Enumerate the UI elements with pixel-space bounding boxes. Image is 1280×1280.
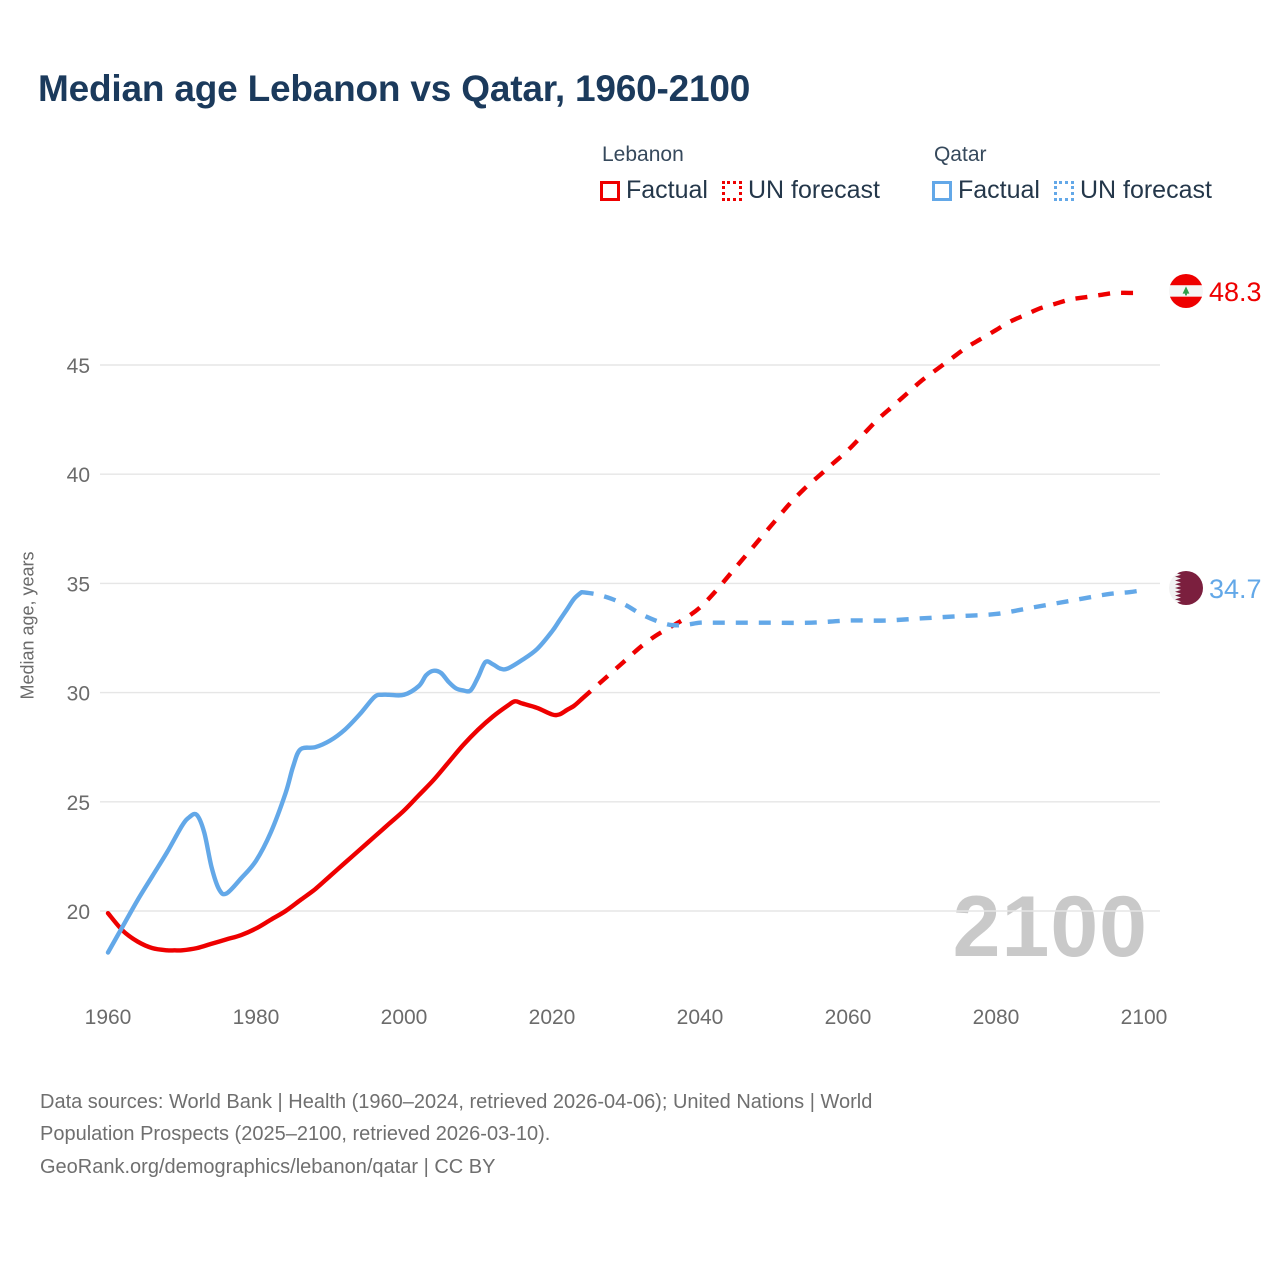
legend-row-qatar: Factual UN forecast [931, 176, 1212, 205]
chart-legend: Lebanon Factual UN forecast Qatar Factua… [600, 143, 1212, 205]
legend-label-qatar-forecast: UN forecast [1079, 176, 1212, 204]
y-tick-label: 20 [67, 901, 90, 924]
legend-swatch-solid-icon [600, 180, 620, 201]
gridlines [100, 364, 1160, 912]
legend-item-lebanon-factual[interactable]: Factual [600, 176, 708, 205]
legend-group-title-lebanon: Lebanon [602, 143, 684, 166]
y-axis-ticks: 20 25 30 35 40 45 [67, 355, 90, 924]
x-tick-label: 2020 [529, 1006, 576, 1029]
lebanon-flag-icon [1169, 274, 1203, 308]
x-tick-label: 1980 [233, 1006, 280, 1029]
y-tick-label: 35 [67, 573, 90, 596]
legend-group-qatar: Qatar Factual UN forecast [931, 143, 1212, 205]
x-tick-label: 2080 [973, 1006, 1020, 1029]
x-tick-label: 1960 [85, 1006, 132, 1029]
legend-label-lebanon-forecast: UN forecast [747, 176, 880, 204]
chart-plot-area: 20 25 30 35 40 45 1960 1980 2000 2020 2040 2060 208… [67, 274, 1262, 1029]
legend-group-lebanon: Lebanon Factual UN forecast [600, 143, 880, 205]
legend-item-lebanon-forecast[interactable]: UN forecast [721, 176, 880, 205]
legend-label-lebanon-factual: Factual [626, 176, 708, 204]
end-markers: 48.3 34.7 [1169, 274, 1262, 605]
footer-line-2: Population Prospects (2025–2100, retriev… [40, 1123, 551, 1146]
series-line-factual-qatar [105, 589, 584, 955]
y-tick-label: 25 [67, 792, 90, 815]
end-value-qatar: 34.7 [1209, 574, 1262, 604]
footer-line-3: GeoRank.org/demographics/lebanon/qatar |… [40, 1155, 496, 1178]
end-value-lebanon: 48.3 [1209, 277, 1262, 307]
x-tick-label: 2000 [381, 1006, 428, 1029]
legend-swatch-dotted-icon [1053, 180, 1074, 201]
qatar-flag-icon [1169, 571, 1203, 605]
x-tick-label: 2100 [1121, 1006, 1168, 1029]
series-line-factual-lebanon [105, 696, 584, 953]
legend-swatch-solid-icon [931, 180, 952, 201]
footer-line-1: Data sources: World Bank | Health (1960–… [40, 1091, 873, 1113]
y-tick-label: 30 [67, 683, 90, 706]
x-tick-label: 2060 [825, 1006, 872, 1029]
legend-item-qatar-forecast[interactable]: UN forecast [1053, 176, 1212, 205]
x-axis-ticks: 1960 1980 2000 2020 2040 2060 2080 2100 [85, 1006, 1168, 1029]
series-line-forecast-lebanon [580, 290, 1144, 701]
year-watermark: 2100 [952, 879, 1148, 975]
page-title: Median age Lebanon vs Qatar, 1960-2100 [38, 68, 751, 109]
legend-item-qatar-factual[interactable]: Factual [931, 176, 1040, 205]
legend-swatch-dotted-icon [721, 180, 742, 201]
series-line-forecast-qatar [581, 587, 1145, 628]
data-series [105, 290, 1145, 955]
y-tick-label: 40 [67, 464, 90, 487]
legend-row-lebanon: Factual UN forecast [600, 176, 880, 205]
legend-label-qatar-factual: Factual [957, 176, 1040, 204]
footer-sources: Data sources: World Bank | Health (1960–… [40, 1086, 1220, 1183]
x-tick-label: 2040 [677, 1006, 724, 1029]
legend-group-title-qatar: Qatar [933, 143, 987, 166]
y-tick-label: 45 [67, 355, 90, 378]
